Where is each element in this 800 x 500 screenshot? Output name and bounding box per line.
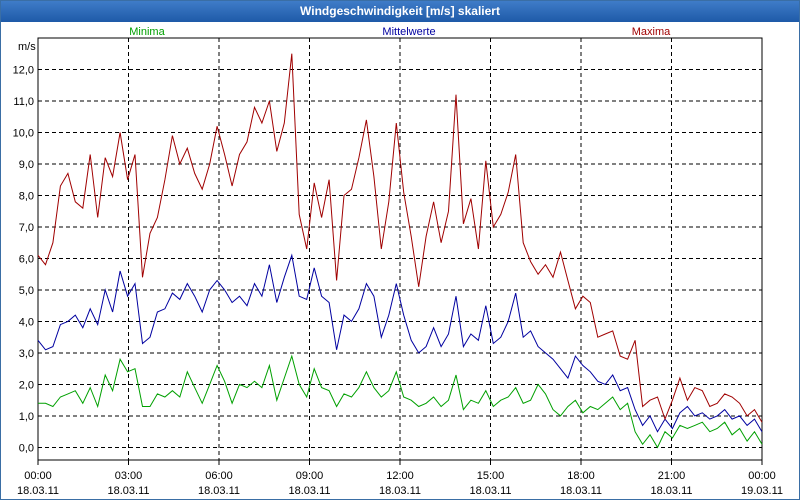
chart-axis-labels: 0,0 1,0 2,0 3,0 4,0 5,0 6,0 7,0 8,0 9,0 10,0 11,0 12… (13, 41, 783, 497)
y-tick-label: 0,0 (19, 442, 34, 454)
series-line-maxima (37, 53, 763, 423)
chart-grid (38, 38, 762, 460)
x-tick-date-label: 18.03.11 (469, 485, 511, 497)
x-tick-time-label: 12:00 (386, 470, 414, 482)
legend-label-minima: Minima (129, 26, 165, 38)
y-tick-label: 10,0 (13, 127, 34, 139)
y-tick-label: 6,0 (19, 253, 34, 265)
window-title: Windgeschwindigkeit [m/s] skaliert (1, 1, 799, 22)
x-tick-time-label: 18:00 (567, 470, 595, 482)
y-tick-label: 8,0 (19, 190, 34, 202)
x-tick-date-label: 19.03.11 (741, 485, 783, 497)
y-tick-label: 5,0 (19, 285, 34, 297)
legend-label-maxima: Maxima (632, 26, 671, 38)
chart-axes (37, 37, 763, 465)
y-tick-label: 9,0 (19, 159, 34, 171)
x-tick-date-label: 18.03.11 (17, 485, 59, 497)
y-tick-label: 12,0 (13, 64, 34, 76)
y-tick-label: 1,0 (19, 411, 34, 423)
x-tick-date-label: 18.03.11 (560, 485, 602, 497)
chart-legend: Minima Mittelwerte Maxima (129, 26, 671, 38)
x-tick-date-label: 18.03.11 (379, 485, 421, 497)
plot-area-border (37, 37, 763, 461)
y-tick-label: 11,0 (13, 96, 34, 108)
x-tick-time-label: 03:00 (115, 470, 143, 482)
x-tick-date-label: 18.03.11 (107, 485, 149, 497)
x-tick-time-label: 06:00 (205, 470, 233, 482)
y-axis-unit-label: m/s (18, 41, 36, 53)
x-tick-time-label: 09:00 (296, 470, 324, 482)
series-line-mittelwerte (37, 253, 763, 433)
x-tick-time-label: 00:00 (748, 470, 776, 482)
chart-series (37, 53, 763, 449)
series-line-minima (38, 354, 763, 449)
x-tick-date-label: 18.03.11 (288, 485, 330, 497)
x-tick-time-label: 21:00 (658, 470, 686, 482)
y-tick-label: 3,0 (19, 348, 34, 360)
x-tick-time-label: 00:00 (24, 470, 52, 482)
x-tick-date-label: 18.03.11 (198, 485, 240, 497)
x-tick-time-label: 15:00 (477, 470, 505, 482)
x-tick-date-label: 18.03.11 (650, 485, 692, 497)
legend-label-mittelwerte: Mittelwerte (382, 26, 435, 38)
y-tick-label: 7,0 (19, 222, 34, 234)
y-tick-label: 4,0 (19, 316, 34, 328)
y-tick-label: 2,0 (19, 379, 34, 391)
